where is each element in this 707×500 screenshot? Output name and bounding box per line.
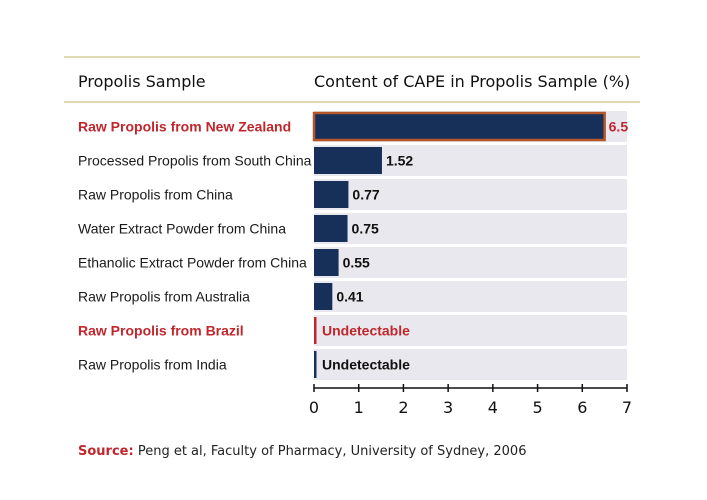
value-label: Undetectable — [322, 323, 410, 339]
bar-track — [314, 247, 627, 278]
source-label: Source: — [78, 444, 134, 459]
source-text: Peng et al, Faculty of Pharmacy, Univers… — [137, 444, 527, 459]
value-header: Content of CAPE in Propolis Sample (%) — [314, 72, 630, 91]
bar — [314, 147, 382, 174]
x-tick-label: 4 — [488, 398, 498, 417]
bar-marker — [314, 317, 317, 344]
x-tick-label: 5 — [532, 398, 542, 417]
value-label: 6.5 — [609, 119, 629, 135]
bar — [314, 181, 349, 208]
category-label: Raw Propolis from Australia — [78, 289, 250, 305]
source-note: Source: Peng et al, Faculty of Pharmacy,… — [78, 444, 526, 459]
value-label: 0.41 — [336, 289, 363, 305]
value-label: 0.75 — [352, 221, 379, 237]
value-label: 1.52 — [386, 153, 413, 169]
category-label: Raw Propolis from China — [78, 187, 233, 203]
category-label: Raw Propolis from India — [78, 357, 227, 373]
category-label: Processed Propolis from South China — [78, 153, 312, 169]
bar — [314, 249, 339, 276]
category-header: Propolis Sample — [78, 72, 206, 91]
bar-track — [314, 281, 627, 312]
category-label: Raw Propolis from Brazil — [78, 323, 244, 339]
category-label: Ethanolic Extract Powder from China — [78, 255, 307, 271]
bar — [314, 215, 348, 242]
value-label: 0.55 — [343, 255, 370, 271]
bar-track — [314, 349, 627, 380]
category-label: Raw Propolis from New Zealand — [78, 119, 291, 135]
x-tick-label: 0 — [309, 398, 319, 417]
bar-marker — [314, 351, 317, 378]
x-tick-label: 1 — [354, 398, 364, 417]
bar-track — [314, 315, 627, 346]
bar-rows: Raw Propolis from New Zealand 6.5 Processe… — [78, 111, 628, 380]
x-tick-label: 6 — [577, 398, 587, 417]
bar — [312, 111, 606, 142]
bar-track — [314, 213, 627, 244]
value-label: 0.77 — [352, 187, 379, 203]
x-tick-label: 3 — [443, 398, 453, 417]
x-tick-label: 7 — [622, 398, 632, 417]
header-rules — [64, 56, 640, 103]
bar-track — [314, 179, 627, 210]
category-label: Water Extract Powder from China — [78, 221, 286, 237]
x-axis: 0 1 2 3 4 5 6 7 — [309, 384, 632, 417]
value-label: Undetectable — [322, 357, 410, 373]
x-tick-label: 2 — [398, 398, 408, 417]
bar — [314, 283, 333, 310]
